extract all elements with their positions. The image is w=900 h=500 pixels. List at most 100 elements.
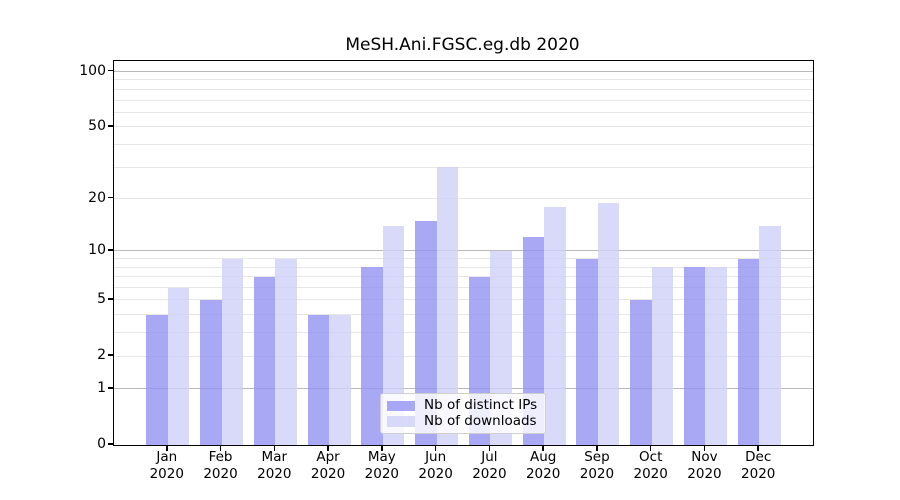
- x-tick-label: Nov 2020: [672, 449, 736, 482]
- x-tick-year: 2020: [149, 465, 184, 482]
- x-tick-mark: [166, 445, 168, 451]
- x-tick-month: Apr: [316, 449, 340, 465]
- legend-label: Nb of distinct IPs: [424, 397, 538, 414]
- gridline-minor: [114, 258, 813, 260]
- x-tick-month: Aug: [529, 449, 557, 465]
- gridline-minor: [114, 88, 813, 90]
- gridline-minor: [114, 111, 813, 113]
- x-tick-year: 2020: [364, 465, 400, 482]
- x-tick-month: Feb: [208, 449, 233, 465]
- bar-distinct-ips: [737, 258, 760, 445]
- plot-area: [113, 60, 814, 446]
- bar-distinct-ips: [200, 299, 222, 445]
- y-tick-label: 50: [88, 117, 106, 134]
- x-tick-label: Mar 2020: [242, 449, 306, 482]
- x-tick-label: Feb 2020: [189, 449, 253, 482]
- x-tick-month: Jun: [425, 449, 447, 465]
- x-tick-month: Jan: [156, 449, 178, 465]
- gridline-major: [114, 71, 813, 72]
- x-tick-month: Jul: [481, 449, 498, 465]
- x-tick-mark: [219, 445, 222, 451]
- bar-distinct-ips: [361, 267, 383, 445]
- bar-distinct-ips: [683, 267, 706, 445]
- gridline-minor: [114, 266, 813, 268]
- y-tick-mark: [107, 125, 114, 127]
- gridline-minor: [114, 314, 813, 316]
- gridline-major: [114, 250, 813, 252]
- x-tick-mark: [327, 445, 329, 451]
- gridline-minor: [114, 276, 813, 278]
- x-tick-label: Apr 2020: [296, 449, 360, 482]
- x-tick-year: 2020: [203, 465, 238, 482]
- x-tick-year: 2020: [418, 465, 453, 482]
- x-tick-year: 2020: [741, 465, 776, 482]
- y-tick-label: 1: [97, 379, 106, 396]
- gridline-minor: [114, 287, 813, 289]
- bar-downloads: [436, 167, 459, 445]
- legend-item: Nb of distinct IPs: [387, 398, 539, 413]
- x-tick-mark: [488, 445, 491, 451]
- x-tick-month: May: [367, 449, 396, 465]
- y-tick-label: 100: [79, 62, 106, 79]
- y-tick-label: 5: [97, 290, 106, 307]
- bar-distinct-ips: [253, 276, 276, 445]
- bar-distinct-ips: [415, 220, 437, 445]
- y-tick-label: 0: [97, 436, 106, 452]
- bar-downloads: [651, 267, 674, 445]
- bar-downloads: [329, 314, 351, 445]
- bar-distinct-ips: [576, 258, 598, 445]
- x-tick-year: 2020: [525, 465, 561, 482]
- gridline-minor: [114, 198, 813, 200]
- x-tick-label: Jan 2020: [135, 449, 199, 482]
- legend-label: Nb of downloads: [424, 412, 537, 429]
- gridline-minor: [114, 79, 813, 81]
- x-tick-year: 2020: [633, 465, 668, 482]
- gridline-minor: [114, 332, 813, 334]
- x-tick-year: 2020: [472, 465, 507, 482]
- x-tick-mark: [273, 445, 276, 451]
- x-tick-mark: [703, 445, 706, 451]
- gridline-minor: [114, 355, 813, 357]
- gridline-minor: [114, 126, 813, 128]
- bar-distinct-ips: [630, 299, 652, 445]
- x-tick-label: Sep 2020: [565, 449, 629, 482]
- x-tick-month: Nov: [691, 449, 718, 465]
- chart-title: MeSH.Ani.FGSC.eg.db 2020: [345, 35, 580, 55]
- y-tick-mark: [107, 387, 114, 389]
- x-tick-year: 2020: [687, 465, 722, 482]
- x-tick-mark: [542, 445, 544, 451]
- x-tick-label: Jul 2020: [457, 449, 521, 482]
- legend-swatch-downloads: [387, 416, 415, 427]
- bar-downloads: [275, 258, 297, 445]
- gridline-minor: [114, 166, 813, 168]
- legend: Nb of distinct IPs Nb of downloads: [380, 393, 546, 434]
- y-tick-label: 20: [88, 189, 106, 206]
- bar-distinct-ips: [146, 314, 168, 445]
- legend-swatch-distinct-ips: [387, 400, 415, 411]
- bar-downloads: [759, 225, 781, 445]
- gridline-major: [114, 388, 813, 390]
- y-tick-label: 2: [97, 347, 106, 364]
- bar-downloads: [221, 258, 244, 445]
- x-tick-mark: [434, 445, 437, 451]
- x-tick-month: Oct: [639, 449, 663, 465]
- bar-downloads: [544, 206, 566, 445]
- x-tick-year: 2020: [310, 465, 346, 482]
- bar-downloads: [597, 202, 620, 445]
- x-tick-label: Dec 2020: [726, 449, 790, 482]
- bar-downloads: [705, 267, 727, 445]
- x-tick-label: Jun 2020: [404, 449, 468, 482]
- y-tick-mark: [107, 69, 114, 72]
- y-tick-mark: [107, 298, 114, 300]
- x-tick-label: May 2020: [350, 449, 414, 482]
- x-tick-year: 2020: [579, 465, 615, 482]
- x-tick-month: Mar: [261, 449, 288, 465]
- bar-downloads: [167, 287, 190, 445]
- gridline-minor: [114, 299, 813, 301]
- x-tick-month: Sep: [584, 449, 610, 465]
- y-tick-mark: [107, 354, 114, 356]
- y-tick-label: 10: [88, 241, 106, 258]
- y-tick-mark: [107, 249, 114, 251]
- y-tick-mark: [107, 443, 114, 445]
